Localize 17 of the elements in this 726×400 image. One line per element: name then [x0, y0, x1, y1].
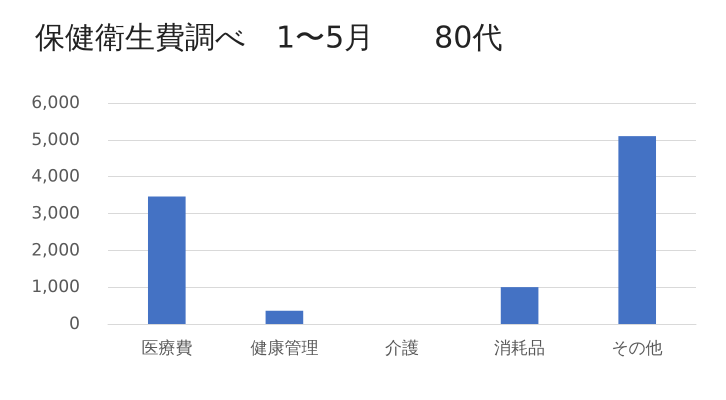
x-tick-label: 健康管理: [250, 338, 318, 358]
y-tick-label: 0: [69, 314, 80, 334]
y-tick-label: 3,000: [31, 204, 80, 224]
bar: [148, 196, 186, 324]
x-tick-label: 消耗品: [494, 338, 546, 358]
bar: [618, 136, 656, 324]
y-tick-label: 2,000: [31, 240, 80, 260]
y-tick-label: 1,000: [31, 277, 80, 298]
bar: [266, 310, 304, 324]
chart-title: 保健衛生費調べ 1〜5月 80代: [35, 20, 502, 56]
bar: [500, 287, 538, 324]
x-tick-label: 介護: [385, 338, 419, 358]
y-tick-label: 4,000: [31, 166, 80, 187]
x-tick-label: 医療費: [141, 338, 192, 358]
y-tick-label: 6,000: [31, 93, 80, 113]
x-tick-label: その他: [612, 338, 663, 358]
y-tick-label: 5,000: [31, 130, 80, 150]
